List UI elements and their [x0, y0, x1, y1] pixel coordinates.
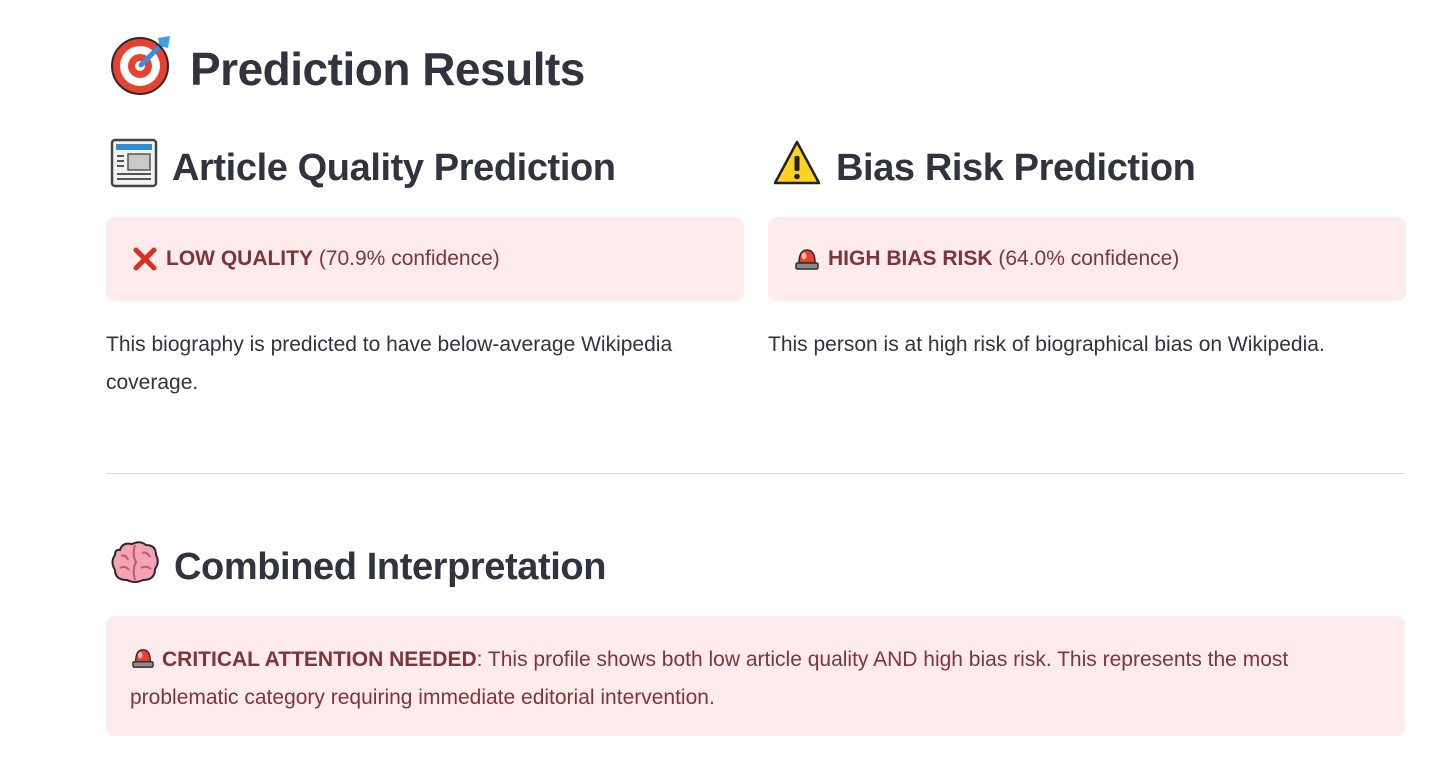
direct-hit-target-icon [110, 32, 174, 107]
brain-icon [110, 540, 160, 594]
bias-confidence: (64.0% confidence) [992, 247, 1180, 270]
cross-mark-icon [132, 246, 158, 272]
combined-message: : This profile shows both low article qu… [130, 648, 1289, 709]
quality-description: This biography is predicted to have belo… [106, 333, 673, 394]
warning-icon [772, 139, 822, 197]
bias-description: This person is at high risk of biographi… [768, 333, 1325, 356]
rotating-light-icon [130, 645, 156, 680]
newspaper-icon [110, 138, 158, 198]
bias-label: HIGH BIAS RISK [828, 247, 993, 270]
quality-heading-text: Article Quality Prediction [172, 146, 616, 189]
section-divider [106, 473, 1405, 474]
combined-heading-text: Combined Interpretation [174, 545, 607, 588]
combined-alert: CRITICAL ATTENTION NEEDED: This profile … [106, 616, 1405, 736]
quality-alert: LOW QUALITY (70.9% confidence) [106, 217, 744, 301]
combined-label: CRITICAL ATTENTION NEEDED [162, 648, 477, 671]
page-title: Prediction Results [110, 34, 585, 104]
page-title-text: Prediction Results [190, 43, 585, 95]
rotating-light-icon [794, 247, 820, 271]
bias-heading: Bias Risk Prediction [772, 138, 1196, 198]
quality-confidence: (70.9% confidence) [312, 247, 500, 270]
quality-heading: Article Quality Prediction [110, 138, 616, 198]
quality-label: LOW QUALITY [166, 247, 313, 270]
combined-heading: Combined Interpretation [110, 537, 606, 597]
bias-alert: HIGH BIAS RISK (64.0% confidence) [768, 217, 1406, 301]
bias-heading-text: Bias Risk Prediction [836, 146, 1196, 189]
